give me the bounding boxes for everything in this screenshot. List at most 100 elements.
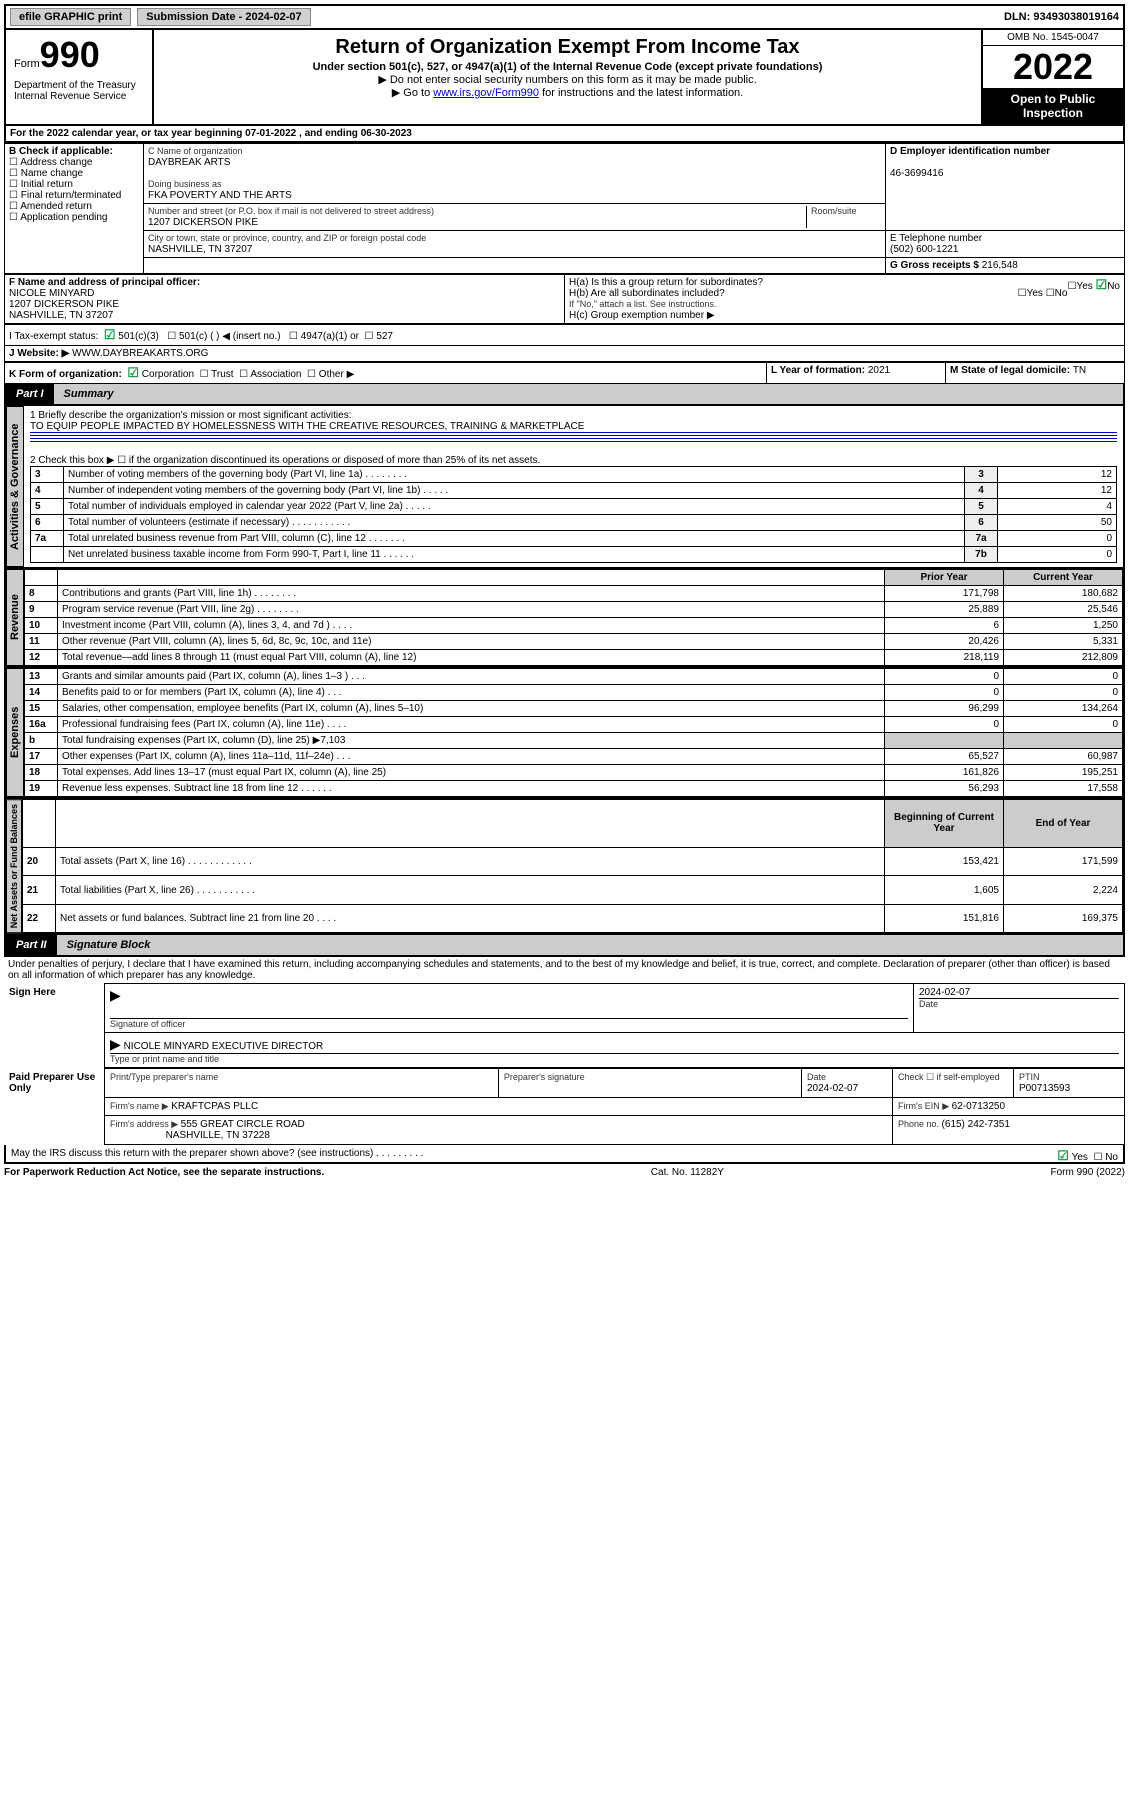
irs-link[interactable]: www.irs.gov/Form990 xyxy=(433,87,539,99)
goto-post: for instructions and the latest informat… xyxy=(539,87,743,99)
dln-label: DLN: xyxy=(1004,11,1033,23)
ha-yes[interactable]: Yes xyxy=(1076,281,1092,292)
part2-header: Part II Signature Block xyxy=(4,935,1125,957)
hc-label: H(c) Group exemption number ▶ xyxy=(569,310,715,321)
chk-501c3[interactable]: ☑ xyxy=(104,327,116,342)
chk-corp[interactable]: ☑ xyxy=(127,365,139,380)
submission-date: 2024-02-07 xyxy=(245,11,301,23)
opt-527[interactable]: 527 xyxy=(376,331,393,342)
firm-phone-label: Phone no. xyxy=(898,1119,942,1129)
chk-final[interactable]: Final return/terminated xyxy=(21,190,122,201)
part1-header: Part I Summary xyxy=(4,384,1125,406)
paid-preparer-block: Paid Preparer Use Only Print/Type prepar… xyxy=(4,1068,1125,1145)
form-header: Form990 Department of the Treasury Inter… xyxy=(4,30,1125,126)
hb-note: If "No," attach a list. See instructions… xyxy=(569,299,716,309)
status-website-block: I Tax-exempt status: ☑ 501(c)(3) ☐ 501(c… xyxy=(4,324,1125,362)
arrow-icon: ▶ xyxy=(110,1036,121,1052)
year-formation: 2021 xyxy=(868,365,890,376)
type-name-label: Type or print name and title xyxy=(110,1053,1119,1064)
opt-other[interactable]: Other ▶ xyxy=(319,369,354,380)
firm-phone: (615) 242-7351 xyxy=(942,1119,1010,1130)
firm-addr-label: Firm's address ▶ xyxy=(110,1119,181,1129)
street-value: 1207 DICKERSON PIKE xyxy=(148,217,258,228)
street-label: Number and street (or P.O. box if mail i… xyxy=(148,206,434,216)
chk-pending[interactable]: Application pending xyxy=(20,212,107,223)
opt-501c[interactable]: 501(c) ( ) ◀ (insert no.) xyxy=(179,331,281,342)
col-end: End of Year xyxy=(1004,800,1123,848)
check-self-label[interactable]: Check ☐ if self-employed xyxy=(898,1072,1000,1082)
cat-no: Cat. No. 11282Y xyxy=(651,1167,724,1178)
chk-initial[interactable]: Initial return xyxy=(21,179,73,190)
sig-officer-label: Signature of officer xyxy=(110,1018,908,1029)
officer-addr1: 1207 DICKERSON PIKE xyxy=(9,299,119,310)
goto-pre: ▶ Go to xyxy=(392,87,433,99)
tax-year: 2022 xyxy=(983,46,1123,88)
opt-trust[interactable]: Trust xyxy=(211,369,233,380)
firm-ein-label: Firm's EIN ▶ xyxy=(898,1101,952,1111)
submission-date-field: Submission Date - 2024-02-07 xyxy=(137,8,310,26)
expenses-table: 13Grants and similar amounts paid (Part … xyxy=(24,668,1123,797)
hb-yes[interactable]: Yes xyxy=(1027,288,1043,299)
opt-assoc[interactable]: Association xyxy=(250,369,301,380)
page-title: Return of Organization Exempt From Incom… xyxy=(162,36,973,59)
hb-no[interactable]: No xyxy=(1055,288,1068,299)
officer-group-block: F Name and address of principal officer:… xyxy=(4,274,1125,324)
top-bar: efile GRAPHIC print Submission Date - 20… xyxy=(4,4,1125,30)
opt-4947[interactable]: 4947(a)(1) or xyxy=(301,331,359,342)
box-b-label: B Check if applicable: xyxy=(9,146,113,157)
ha-no: No xyxy=(1107,281,1120,292)
gov-lines-table: 3Number of voting members of the governi… xyxy=(30,466,1117,563)
hb-label: H(b) Are all subordinates included? xyxy=(569,288,725,299)
efile-print-button[interactable]: efile GRAPHIC print xyxy=(10,8,131,26)
opt-corp: Corporation xyxy=(142,369,194,380)
l-label: L Year of formation: xyxy=(771,365,868,376)
paid-preparer-label: Paid Preparer Use Only xyxy=(4,1069,105,1145)
instruction-1: ▶ Do not enter social security numbers o… xyxy=(162,73,973,86)
arrow-icon: ▶ xyxy=(110,987,121,1003)
col-begin: Beginning of Current Year xyxy=(885,800,1004,848)
part2-title: Signature Block xyxy=(57,935,1123,955)
chk-amended[interactable]: Amended return xyxy=(20,201,92,212)
title-box: Return of Organization Exempt From Incom… xyxy=(154,30,981,124)
form-number-box: Form990 Department of the Treasury Inter… xyxy=(6,30,154,124)
chk-address[interactable]: Address change xyxy=(20,157,92,168)
col-current: Current Year xyxy=(1004,570,1123,586)
side-governance: Activities & Governance xyxy=(6,406,24,567)
officer-name: NICOLE MINYARD xyxy=(9,288,94,299)
dept-treasury: Department of the Treasury Internal Reve… xyxy=(14,80,144,102)
part1-title: Summary xyxy=(54,384,1123,404)
m-label: M State of legal domicile: xyxy=(950,365,1073,376)
sign-date: 2024-02-07 xyxy=(919,987,970,998)
entity-block: B Check if applicable: ☐ Address change … xyxy=(4,143,1125,274)
mission-text: TO EQUIP PEOPLE IMPACTED BY HOMELESSNESS… xyxy=(30,421,1117,433)
net-assets-table: Beginning of Current YearEnd of Year 20T… xyxy=(22,799,1123,933)
discuss-yes-checked[interactable]: ☑ xyxy=(1057,1148,1069,1163)
ha-label: H(a) Is this a group return for subordin… xyxy=(569,277,763,288)
psig-label: Preparer's signature xyxy=(504,1072,585,1082)
dln: DLN: 93493038019164 xyxy=(1004,11,1119,23)
dba-label: Doing business as xyxy=(148,179,222,189)
page-footer: For Paperwork Reduction Act Notice, see … xyxy=(4,1164,1125,1181)
ha-no-checked[interactable]: ☑ xyxy=(1096,277,1108,292)
form-number: 990 xyxy=(40,34,100,75)
line2: 2 Check this box ▶ ☐ if the organization… xyxy=(30,455,1117,466)
firm-addr2: NASHVILLE, TN 37228 xyxy=(166,1130,270,1141)
gross-receipts: 216,548 xyxy=(982,260,1018,271)
f-label: F Name and address of principal officer: xyxy=(9,277,200,288)
revenue-table: Prior YearCurrent Year 8Contributions an… xyxy=(24,569,1123,666)
opt-501c3: 501(c)(3) xyxy=(118,331,159,342)
firm-name-label: Firm's name ▶ xyxy=(110,1101,171,1111)
org-name: DAYBREAK ARTS xyxy=(148,157,230,168)
line-a-tax-year: For the 2022 calendar year, or tax year … xyxy=(4,126,1125,143)
sign-here-block: Sign Here ▶ Signature of officer 2024-02… xyxy=(4,983,1125,1068)
room-label: Room/suite xyxy=(811,206,857,216)
ptin-label: PTIN xyxy=(1019,1072,1040,1082)
pdate-value: 2024-02-07 xyxy=(807,1083,858,1094)
ein-value: 46-3699416 xyxy=(890,168,943,179)
firm-name: KRAFTCPAS PLLC xyxy=(171,1101,258,1112)
org-form-block: K Form of organization: ☑ Corporation ☐ … xyxy=(4,362,1125,384)
chk-name[interactable]: Name change xyxy=(21,168,83,179)
part2-tag: Part II xyxy=(6,935,57,955)
phone-value: (502) 600-1221 xyxy=(890,244,958,255)
discuss-no[interactable]: No xyxy=(1105,1152,1118,1163)
